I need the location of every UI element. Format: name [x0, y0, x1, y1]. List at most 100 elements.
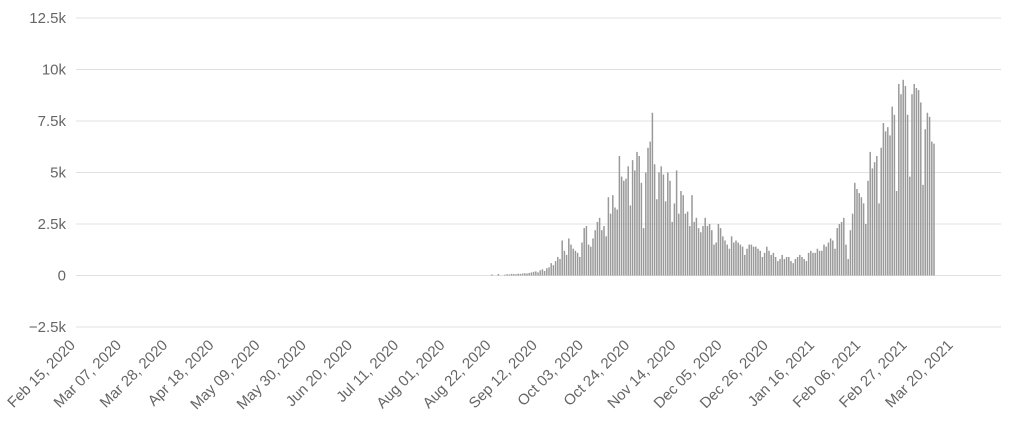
- bar: [640, 182, 643, 276]
- bar: [931, 141, 933, 276]
- bar: [825, 246, 827, 276]
- bar: [904, 85, 907, 276]
- bar: [790, 261, 792, 276]
- bar: [832, 240, 834, 276]
- bar: [882, 123, 885, 276]
- bar: [876, 156, 878, 276]
- bar: [596, 221, 599, 276]
- bar: [757, 248, 759, 276]
- bar: [700, 232, 702, 276]
- bar: [856, 188, 858, 276]
- bar: [618, 156, 621, 276]
- bar: [660, 166, 662, 276]
- bar: [535, 271, 537, 276]
- bar: [858, 193, 860, 276]
- bar: [933, 143, 935, 276]
- bar: [891, 106, 893, 276]
- bar: [693, 221, 695, 276]
- bar: [766, 246, 768, 276]
- bar: [671, 221, 673, 276]
- bar: [673, 203, 676, 276]
- bar: [865, 224, 867, 276]
- bar: [805, 261, 808, 276]
- bar: [684, 213, 687, 276]
- bar: [902, 79, 904, 276]
- bar: [788, 256, 790, 276]
- bar: [563, 250, 566, 276]
- bar: [887, 127, 889, 276]
- bar: [664, 201, 667, 276]
- bar: [678, 213, 680, 276]
- bar: [792, 263, 794, 276]
- bar: [814, 252, 816, 276]
- bar: [612, 195, 614, 276]
- bar: [528, 273, 530, 276]
- y-tick-label: 0: [58, 268, 66, 285]
- bar: [898, 83, 900, 276]
- bar: [807, 252, 810, 276]
- bar: [845, 244, 847, 276]
- bar: [812, 252, 814, 276]
- bar: [656, 199, 658, 276]
- bar: [546, 268, 548, 276]
- bar: [730, 236, 733, 276]
- bar: [840, 221, 843, 276]
- bar: [917, 90, 920, 276]
- bar: [662, 174, 665, 276]
- bar: [695, 217, 698, 276]
- bar: [691, 195, 693, 276]
- y-tick-label: 2.5k: [38, 216, 67, 233]
- bar: [796, 256, 799, 276]
- bar: [900, 94, 902, 276]
- bar: [733, 242, 735, 276]
- bar: [801, 256, 803, 276]
- bar: [530, 272, 533, 276]
- bar: [647, 147, 649, 276]
- bar: [587, 244, 590, 276]
- bar: [561, 240, 563, 276]
- bar: [548, 267, 550, 276]
- bar: [924, 129, 926, 276]
- bar: [768, 250, 770, 276]
- bar: [847, 259, 849, 276]
- bar: [928, 116, 931, 276]
- bar: [878, 203, 880, 276]
- bar: [581, 242, 583, 276]
- bar: [915, 88, 918, 276]
- bar: [524, 273, 526, 276]
- bar: [728, 248, 731, 276]
- bar: [829, 238, 832, 276]
- bar: [854, 182, 856, 276]
- bar: [911, 94, 913, 276]
- bar: [702, 226, 704, 276]
- bar: [658, 172, 660, 276]
- bar: [645, 172, 647, 276]
- bar: [922, 184, 924, 276]
- bar: [803, 259, 805, 276]
- bar: [601, 230, 603, 276]
- bar: [579, 256, 581, 276]
- bar: [906, 114, 909, 276]
- y-tick-label: −2.5k: [29, 319, 67, 336]
- bar: [506, 274, 508, 276]
- bar: [689, 226, 691, 276]
- bar: [686, 211, 689, 276]
- bar: [781, 254, 783, 276]
- bar: [576, 252, 579, 276]
- bar: [510, 273, 513, 276]
- bar: [827, 242, 830, 276]
- bar: [697, 228, 700, 276]
- bar: [592, 238, 594, 276]
- bar: [603, 226, 605, 276]
- bar: [823, 244, 825, 276]
- bar: [926, 112, 929, 276]
- bar: [559, 259, 561, 276]
- bar: [552, 265, 555, 276]
- bar: [570, 244, 572, 276]
- bar: [799, 254, 801, 276]
- bar: [719, 228, 722, 276]
- bar: [836, 228, 838, 276]
- bar: [871, 168, 874, 276]
- bar: [642, 228, 645, 276]
